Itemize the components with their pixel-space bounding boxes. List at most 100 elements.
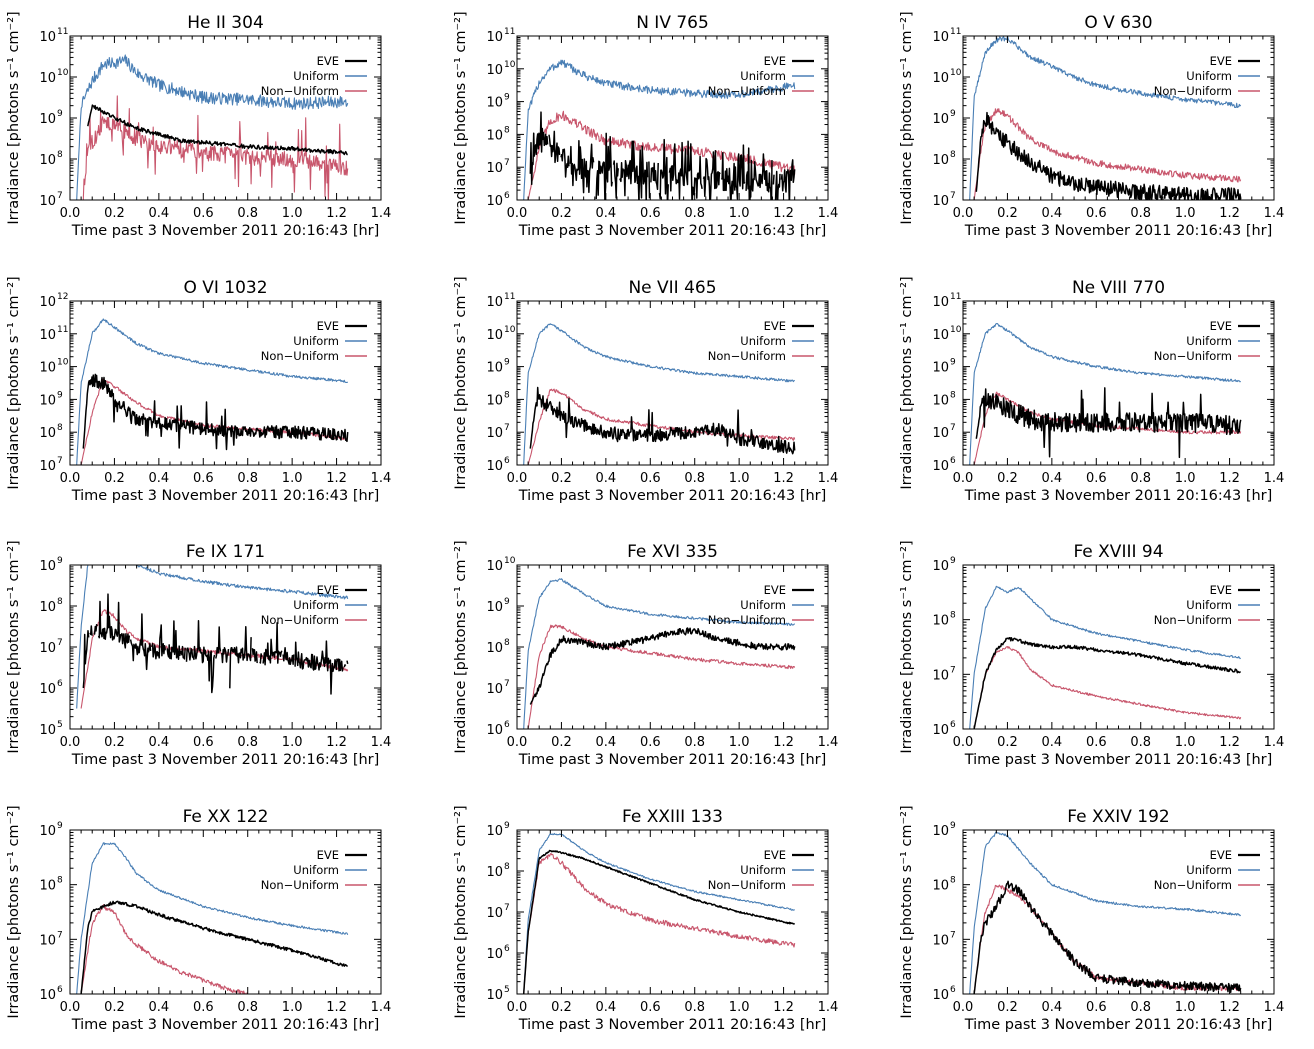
- x-tick-label: 1.0: [1175, 1000, 1196, 1015]
- x-tick-label: 1.0: [729, 735, 750, 750]
- legend-label: Non−Uniform: [261, 613, 339, 627]
- y-tick-label: 10: [39, 194, 56, 209]
- x-tick-label: 1.4: [818, 735, 839, 750]
- y-tick-exponent: 10: [57, 358, 69, 368]
- legend-label: Non−Uniform: [708, 878, 786, 892]
- y-tick-label: 10: [39, 641, 56, 656]
- y-tick-exponent: 7: [57, 191, 63, 201]
- x-axis-label: Time past 3 November 2011 20:16:43 [hr]: [518, 752, 827, 768]
- x-tick-label: 0.6: [640, 1000, 661, 1015]
- series-line-eve: [82, 593, 349, 695]
- series-line-uniform: [969, 36, 1242, 200]
- y-tick-exponent: 9: [57, 109, 63, 119]
- panel-title: Fe XVIII 94: [1073, 542, 1163, 562]
- x-tick-label: 0.0: [507, 735, 528, 750]
- panel-title: N IV 765: [636, 13, 709, 33]
- y-tick-exponent: 8: [950, 611, 956, 621]
- legend-label: Uniform: [293, 69, 339, 83]
- y-tick-exponent: 7: [950, 930, 956, 940]
- x-tick-label: 0.4: [596, 1000, 617, 1015]
- x-tick-label: 0.0: [60, 1000, 81, 1015]
- x-tick-label: 0.0: [60, 735, 81, 750]
- x-tick-label: 1.0: [282, 206, 303, 221]
- x-tick-label: 1.2: [326, 471, 347, 486]
- y-tick-label: 10: [39, 328, 56, 343]
- x-tick-label: 1.2: [773, 735, 794, 750]
- series-line-non-uniform: [80, 378, 349, 465]
- legend-label: Uniform: [1186, 69, 1232, 83]
- y-axis-label: Irradiance [photons s⁻¹ cm⁻²]: [899, 276, 915, 489]
- y-tick-exponent: 11: [57, 325, 68, 335]
- x-tick-label: 1.0: [1175, 471, 1196, 486]
- y-tick-label: 10: [39, 361, 56, 376]
- y-tick-exponent: 9: [57, 821, 63, 831]
- y-tick-exponent: 7: [57, 930, 63, 940]
- x-tick-label: 0.6: [640, 471, 661, 486]
- y-tick-exponent: 8: [57, 423, 63, 433]
- y-tick-exponent: 9: [504, 358, 510, 368]
- y-tick-exponent: 7: [57, 638, 63, 648]
- x-tick-label: 1.0: [1175, 735, 1196, 750]
- x-tick-label: 1.0: [1175, 206, 1196, 221]
- y-tick-exponent: 5: [504, 985, 510, 995]
- x-tick-label: 0.2: [551, 206, 572, 221]
- panel-title: Fe XX 122: [183, 807, 269, 827]
- y-tick-label: 10: [486, 295, 503, 310]
- y-tick-label: 10: [486, 988, 503, 1003]
- x-axis-label: Time past 3 November 2011 20:16:43 [hr]: [71, 488, 380, 504]
- x-tick-label: 0.8: [237, 471, 258, 486]
- y-axis-label: Irradiance [photons s⁻¹ cm⁻²]: [6, 11, 22, 224]
- y-tick-exponent: 7: [950, 191, 956, 201]
- y-tick-label: 10: [932, 112, 949, 127]
- y-tick-label: 10: [486, 459, 503, 474]
- y-tick-label: 10: [486, 865, 503, 880]
- legend-label: Uniform: [293, 334, 339, 348]
- x-tick-label: 1.4: [818, 471, 839, 486]
- x-tick-label: 0.8: [684, 1000, 705, 1015]
- x-tick-label: 0.0: [507, 206, 528, 221]
- y-tick-label: 10: [486, 128, 503, 143]
- x-tick-label: 0.8: [237, 735, 258, 750]
- y-tick-exponent: 10: [504, 556, 516, 566]
- y-tick-exponent: 5: [57, 720, 63, 730]
- y-tick-label: 10: [932, 988, 949, 1003]
- y-tick-label: 10: [932, 933, 949, 948]
- series-line-uniform: [523, 59, 796, 200]
- legend-label: Uniform: [1186, 598, 1232, 612]
- legend-label: EVE: [1210, 319, 1232, 333]
- series-line-non-uniform: [973, 646, 1242, 729]
- series-line-uniform: [969, 831, 1242, 994]
- x-tick-label: 0.2: [997, 735, 1018, 750]
- y-tick-exponent: 11: [504, 27, 515, 37]
- x-tick-label: 0.8: [237, 1000, 258, 1015]
- x-tick-label: 1.0: [282, 1000, 303, 1015]
- legend-label: Non−Uniform: [1154, 84, 1232, 98]
- series-line-uniform: [76, 565, 349, 709]
- y-tick-label: 10: [932, 459, 949, 474]
- y-tick-exponent: 8: [504, 862, 510, 872]
- x-tick-label: 0.8: [1130, 735, 1151, 750]
- y-tick-exponent: 9: [504, 597, 510, 607]
- y-tick-exponent: 9: [950, 358, 956, 368]
- y-axis-label: Irradiance [photons s⁻¹ cm⁻²]: [6, 805, 22, 1018]
- y-tick-label: 10: [486, 559, 503, 574]
- legend-label: EVE: [317, 583, 339, 597]
- y-tick-exponent: 10: [950, 68, 962, 78]
- x-tick-label: 0.0: [953, 206, 974, 221]
- y-tick-label: 10: [486, 682, 503, 697]
- x-tick-label: 0.6: [193, 206, 214, 221]
- x-tick-label: 0.0: [953, 471, 974, 486]
- legend-label: Uniform: [1186, 334, 1232, 348]
- y-tick-label: 10: [932, 30, 949, 45]
- y-tick-label: 10: [39, 600, 56, 615]
- y-tick-label: 10: [39, 295, 56, 310]
- plot-area: [522, 832, 796, 994]
- legend-label: EVE: [317, 848, 339, 862]
